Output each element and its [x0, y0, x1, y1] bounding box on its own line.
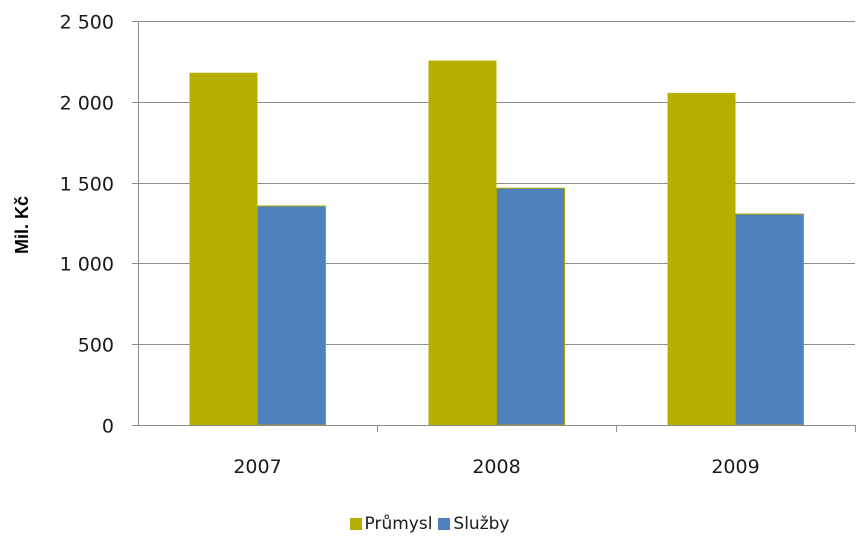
x-tick-label: 2007 — [233, 456, 281, 478]
legend-label: Služby — [453, 514, 510, 534]
y-axis-ticks: 0 500 1 000 1 500 2 000 2 500 — [60, 12, 138, 438]
y-tick-label: 2 000 — [60, 93, 114, 115]
y-tick-label: 0 — [102, 416, 114, 438]
bar-průmysl-2009 — [667, 92, 736, 426]
bars — [189, 60, 804, 426]
y-tick-label: 1 000 — [60, 254, 114, 276]
y-tick-label: 2 500 — [60, 12, 114, 34]
axes — [138, 21, 855, 426]
legend-label: Průmysl — [364, 514, 433, 534]
y-tick-label: 500 — [78, 335, 114, 357]
x-axis-ticks: 2007 2008 2009 — [233, 425, 856, 478]
legend-swatch — [438, 518, 451, 530]
legend-swatch — [349, 518, 362, 530]
legend: Průmysl Služby — [0, 514, 859, 535]
y-axis-label: Mil. Kč — [12, 196, 32, 254]
legend-item: Průmysl — [349, 514, 433, 534]
bar-služby-2008 — [496, 187, 565, 426]
y-tick-label: 1 500 — [60, 174, 114, 196]
bar-průmysl-2007 — [189, 72, 258, 425]
bar-chart: 0 500 1 000 1 500 2 000 2 500 2007 2008 2009 Mi… — [12, 12, 856, 478]
bar-služby-2007 — [257, 205, 326, 426]
legend-item: Služby — [438, 514, 510, 534]
x-tick-label: 2009 — [711, 456, 759, 478]
bar-průmysl-2008 — [428, 60, 497, 425]
bar-služby-2009 — [735, 213, 804, 426]
x-tick-label: 2008 — [472, 456, 520, 478]
